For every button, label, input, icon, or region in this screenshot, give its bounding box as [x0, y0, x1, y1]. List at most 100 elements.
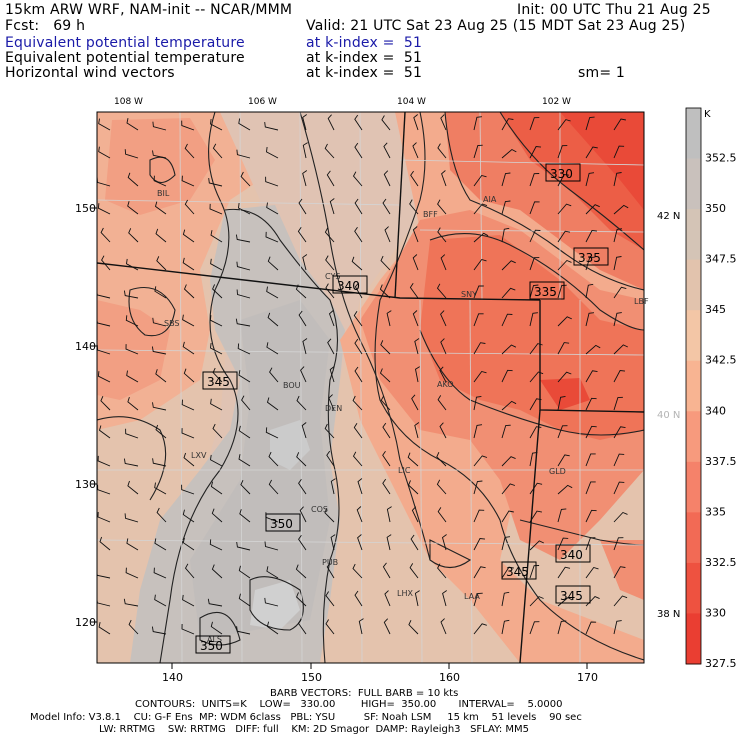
wind-barb [386, 310, 392, 327]
wind-barb [436, 283, 447, 299]
wind-barb [501, 344, 517, 355]
wind-barb [473, 623, 487, 635]
wind-barb [328, 310, 335, 327]
wind-barb [210, 481, 223, 495]
colorbar-label: 330 [705, 606, 726, 619]
wind-barb [325, 591, 335, 607]
wind-barb [302, 114, 307, 131]
wind-barb [354, 198, 363, 215]
wind-barb [437, 395, 447, 411]
wind-barb [124, 149, 139, 159]
wind-barb [585, 509, 597, 523]
wind-barb [352, 451, 363, 467]
wind-barb [386, 506, 392, 523]
wind-barb [357, 478, 363, 495]
lat-label: 40 N [657, 410, 680, 421]
wind-barb [501, 536, 511, 551]
station-label: LAA [464, 592, 480, 601]
wind-barb [613, 286, 627, 299]
wind-barb [236, 149, 251, 159]
wind-barb [557, 145, 568, 159]
wind-barb [501, 400, 517, 411]
wind-barb [436, 452, 447, 467]
wind-barb [613, 595, 628, 607]
wind-barb [182, 257, 195, 271]
field-name-2: Equivalent potential temperature [5, 50, 245, 66]
contour-label: 340 [560, 548, 583, 562]
wind-barb [154, 286, 167, 299]
wind-barb [240, 171, 251, 187]
wind-barb [268, 479, 279, 495]
wind-barb [585, 283, 594, 299]
wind-barb [184, 199, 195, 215]
wind-barb [529, 540, 544, 551]
wind-barb [155, 228, 167, 243]
wind-barb [585, 397, 597, 411]
wind-barb [297, 227, 307, 243]
wind-barb [529, 565, 540, 579]
contour-label: 335 [578, 251, 601, 265]
wind-barb [127, 396, 139, 411]
wind-barb [183, 452, 195, 467]
wind-barb [529, 229, 541, 243]
wind-barb [264, 541, 279, 551]
wind-barb [302, 142, 308, 159]
wind-barb [98, 146, 111, 159]
wind-barb [557, 259, 572, 271]
wind-barb [585, 537, 596, 551]
contour-lines [97, 112, 644, 663]
wind-barb [212, 367, 223, 383]
wind-barb [414, 366, 420, 383]
contour-value-labels: 330 335 340 335 345 350 340 345 345 350 [195, 163, 609, 654]
y-tick-label: 120 [75, 616, 96, 629]
barb-legend: BARB VECTORS: FULL BARB = 10 kts [270, 688, 459, 699]
wind-barb [442, 590, 447, 607]
field-name-3: Horizontal wind vectors [5, 65, 175, 81]
station-label: LXV [191, 451, 207, 460]
wind-barb [437, 143, 447, 159]
contour-label: 330 [550, 167, 573, 181]
wind-barb [326, 170, 335, 187]
wind-barb [266, 621, 279, 635]
wind-barb [381, 115, 391, 131]
station-label: PUB [322, 558, 338, 567]
wind-barb [408, 480, 419, 495]
wind-barb [328, 394, 335, 411]
contour-label: 345 [207, 375, 230, 389]
wind-barb [238, 118, 251, 131]
wind-barb [529, 343, 543, 355]
y-tick-label: 150 [75, 202, 96, 215]
init-time: Init: 00 UTC Thu 21 Aug 25 [517, 2, 711, 18]
wind-barb [440, 114, 447, 131]
wind-barb [613, 620, 622, 635]
wind-barb [473, 144, 483, 159]
wind-barb [238, 565, 251, 579]
wind-barb [501, 369, 513, 383]
wind-barb [613, 344, 628, 355]
wind-barb [211, 564, 223, 579]
station-label: AKO [437, 380, 454, 389]
wind-barb [266, 146, 279, 159]
wind-barb [501, 483, 516, 495]
colorbar-label: 345 [705, 303, 726, 316]
wind-barb [357, 534, 363, 551]
wind-barb [297, 618, 307, 635]
wind-barb [473, 538, 486, 551]
wind-barb [529, 257, 540, 271]
wind-barb [101, 255, 111, 271]
wind-barb [353, 423, 363, 439]
wind-barb [235, 234, 251, 243]
wind-barb [302, 338, 308, 355]
wind-barb [557, 620, 567, 635]
wind-barb [412, 254, 419, 271]
wind-barb [557, 425, 568, 439]
colorbar-label: 337.5 [705, 455, 737, 468]
wind-barb [412, 226, 419, 243]
colorbar-label: 352.5 [705, 152, 737, 165]
wind-barb [126, 118, 139, 131]
wind-barb [267, 312, 279, 327]
field-level-1: at k-index = 51 [306, 35, 423, 51]
wind-barb [325, 619, 335, 635]
colorbar-swatch [686, 613, 701, 665]
wind-barb [473, 174, 487, 187]
